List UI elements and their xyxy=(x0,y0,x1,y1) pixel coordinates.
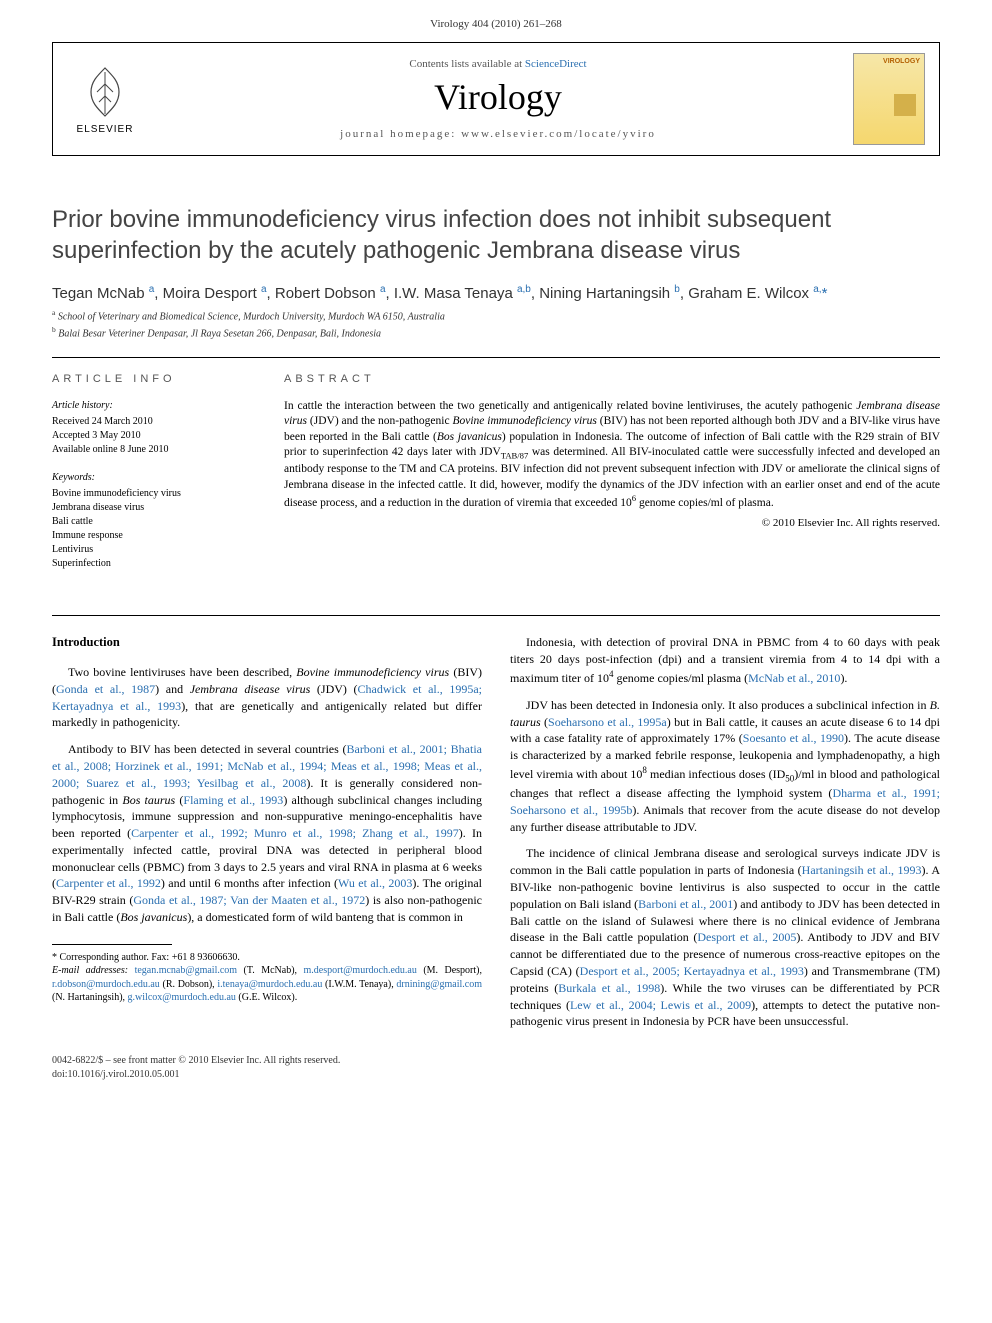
corresponding-author: * Corresponding author. Fax: +61 8 93606… xyxy=(52,951,482,965)
email-link[interactable]: r.dobson@murdoch.edu.au xyxy=(52,979,160,990)
article-history: Article history: Received 24 March 2010 … xyxy=(52,399,248,457)
keyword: Jembrana disease virus xyxy=(52,501,248,515)
journal-homepage: journal homepage: www.elsevier.com/locat… xyxy=(143,128,853,140)
email-link[interactable]: i.tenaya@murdoch.edu.au xyxy=(217,979,322,990)
info-abstract-row: ARTICLE INFO Article history: Received 2… xyxy=(52,358,940,599)
emails-label: E-mail addresses: xyxy=(52,965,128,976)
right-column: Indonesia, with detection of proviral DN… xyxy=(510,634,940,1040)
abstract-heading: ABSTRACT xyxy=(284,372,940,387)
footer-line1: 0042-6822/$ – see front matter © 2010 El… xyxy=(52,1054,940,1068)
sciencedirect-link[interactable]: ScienceDirect xyxy=(525,58,587,70)
abstract-copyright: © 2010 Elsevier Inc. All rights reserved… xyxy=(284,516,940,531)
left-column: Introduction Two bovine lentiviruses hav… xyxy=(52,634,482,1040)
elsevier-logo-text: ELSEVIER xyxy=(77,124,134,135)
elsevier-logo: ELSEVIER xyxy=(67,58,143,140)
email-link[interactable]: tegan.mcnab@gmail.com xyxy=(135,965,238,976)
keyword: Bovine immunodeficiency virus xyxy=(52,487,248,501)
footer-doi: doi:10.1016/j.virol.2010.05.001 xyxy=(52,1068,940,1082)
paragraph: Indonesia, with detection of proviral DN… xyxy=(510,634,940,686)
email-link[interactable]: m.desport@murdoch.edu.au xyxy=(304,965,417,976)
paragraph: The incidence of clinical Jembrana disea… xyxy=(510,845,940,1030)
emails: E-mail addresses: tegan.mcnab@gmail.com … xyxy=(52,964,482,1005)
paragraph: Antibody to BIV has been detected in sev… xyxy=(52,741,482,926)
divider xyxy=(52,615,940,616)
paragraph: Two bovine lentiviruses have been descri… xyxy=(52,664,482,731)
abstract-text: In cattle the interaction between the tw… xyxy=(284,399,940,512)
keyword: Immune response xyxy=(52,529,248,543)
keywords-label: Keywords: xyxy=(52,471,248,485)
abstract: ABSTRACT In cattle the interaction betwe… xyxy=(266,358,940,599)
tree-icon xyxy=(77,64,133,120)
section-heading-introduction: Introduction xyxy=(52,634,482,652)
history-item: Available online 8 June 2010 xyxy=(52,443,248,457)
keyword: Superinfection xyxy=(52,557,248,571)
contents-pre: Contents lists available at xyxy=(409,58,524,70)
cover-label: VIROLOGY xyxy=(883,58,920,65)
keywords: Keywords: Bovine immunodeficiency virus … xyxy=(52,471,248,571)
running-head: Virology 404 (2010) 261–268 xyxy=(0,0,992,42)
article-title-block: Prior bovine immunodeficiency virus infe… xyxy=(52,204,940,266)
body-columns: Introduction Two bovine lentiviruses hav… xyxy=(52,634,940,1040)
footnote-separator xyxy=(52,944,172,945)
footnotes: * Corresponding author. Fax: +61 8 93606… xyxy=(52,951,482,1005)
keyword: Lentivirus xyxy=(52,543,248,557)
journal-center: Contents lists available at ScienceDirec… xyxy=(143,58,853,140)
email-link[interactable]: g.wilcox@murdoch.edu.au xyxy=(128,992,236,1003)
history-item: Accepted 3 May 2010 xyxy=(52,429,248,443)
keyword: Bali cattle xyxy=(52,515,248,529)
contents-line: Contents lists available at ScienceDirec… xyxy=(143,58,853,70)
journal-name: Virology xyxy=(143,76,853,118)
cover-art-icon xyxy=(894,94,916,116)
affiliation-a: a School of Veterinary and Biomedical Sc… xyxy=(52,308,940,324)
email-link[interactable]: drnining@gmail.com xyxy=(396,979,482,990)
authors: Tegan McNab a, Moira Desport a, Robert D… xyxy=(52,284,940,302)
article-info: ARTICLE INFO Article history: Received 2… xyxy=(52,358,266,599)
article-title: Prior bovine immunodeficiency virus infe… xyxy=(52,204,940,266)
history-item: Received 24 March 2010 xyxy=(52,415,248,429)
affiliations: a School of Veterinary and Biomedical Sc… xyxy=(52,308,940,341)
affiliation-b: b Balai Besar Veteriner Denpasar, Jl Ray… xyxy=(52,325,940,341)
article-info-heading: ARTICLE INFO xyxy=(52,372,248,387)
paragraph: JDV has been detected in Indonesia only.… xyxy=(510,697,940,836)
journal-masthead: ELSEVIER Contents lists available at Sci… xyxy=(52,42,940,156)
journal-cover-thumb: VIROLOGY xyxy=(853,53,925,145)
history-label: Article history: xyxy=(52,399,248,413)
page-footer: 0042-6822/$ – see front matter © 2010 El… xyxy=(52,1054,940,1082)
